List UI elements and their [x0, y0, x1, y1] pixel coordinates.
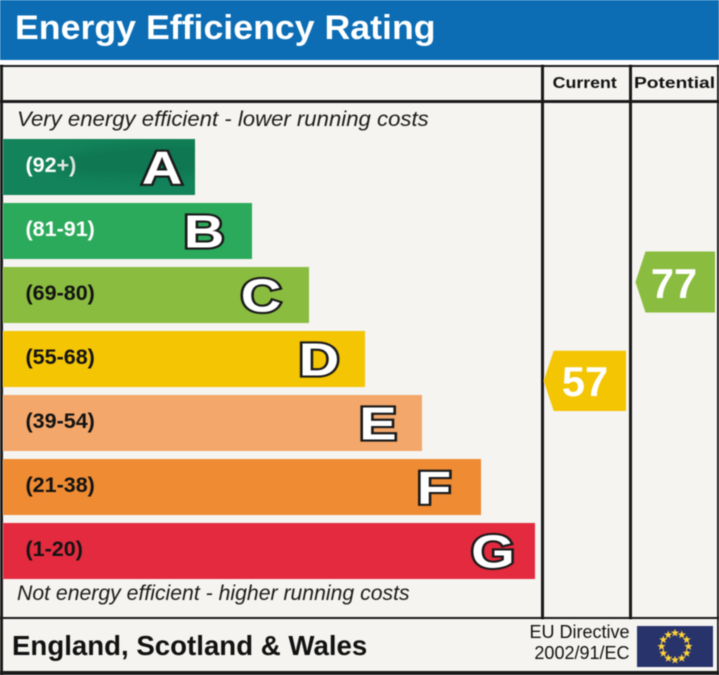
svg-text:E: E: [359, 398, 396, 449]
svg-text:57: 57: [562, 358, 608, 405]
svg-text:G: G: [471, 526, 515, 577]
svg-text:C: C: [240, 270, 281, 321]
svg-text:A: A: [141, 142, 182, 193]
svg-text:B: B: [183, 206, 224, 257]
svg-text:D: D: [299, 334, 340, 385]
svg-text:F: F: [417, 462, 451, 513]
svg-text:77: 77: [651, 259, 697, 306]
